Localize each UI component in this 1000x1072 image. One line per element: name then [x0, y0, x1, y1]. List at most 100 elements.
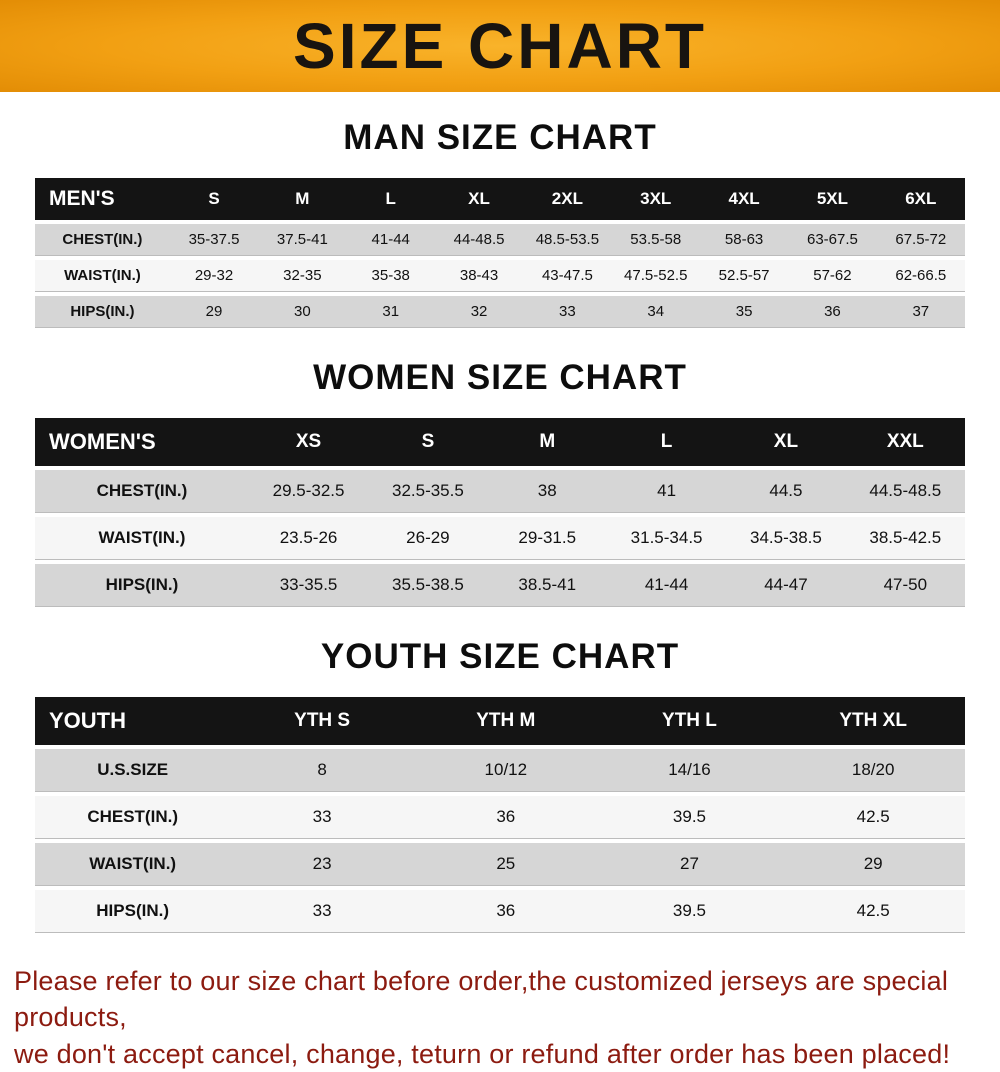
table-cell: 41-44: [606, 564, 727, 607]
row-label: HIPS(IN.): [35, 564, 249, 607]
table-row: HIPS(IN.) 33 36 39.5 42.5: [35, 890, 965, 933]
column-header: XXL: [845, 418, 965, 466]
table-row: HIPS(IN.) 33-35.5 35.5-38.5 38.5-41 41-44 44-…: [35, 564, 965, 607]
row-label: CHEST(IN.): [35, 796, 231, 839]
column-header: YTH M: [413, 697, 598, 745]
table-cell: 67.5-72: [876, 224, 965, 256]
table-cell: 31.5-34.5: [606, 517, 727, 560]
table-cell: 44.5-48.5: [845, 470, 965, 513]
table-cell: 58-63: [699, 224, 789, 256]
men-section-heading: MAN SIZE CHART: [343, 118, 657, 157]
table-cell: 34: [611, 296, 700, 328]
table-cell: 57-62: [788, 260, 877, 292]
table-cell: 33-35.5: [248, 564, 369, 607]
table-header-row: WOMEN'S XS S M L XL XXL: [35, 418, 965, 466]
table-cell: 42.5: [781, 796, 965, 839]
column-header: XL: [726, 418, 846, 466]
column-header: M: [487, 418, 607, 466]
table-cell: 10/12: [413, 749, 598, 792]
table-cell: 30: [258, 296, 347, 328]
table-header-row: MEN'S S M L XL 2XL 3XL 4XL 5XL 6XL: [35, 178, 965, 220]
table-cell: 38: [487, 470, 607, 513]
column-header: 2XL: [523, 178, 612, 220]
footer-line-2: we don't accept cancel, change, teturn o…: [14, 1038, 951, 1069]
table-cell: 29: [169, 296, 259, 328]
table-row: CHEST(IN.) 29.5-32.5 32.5-35.5 38 41 44.5 44.5…: [35, 470, 965, 513]
table-cell: 23.5-26: [248, 517, 369, 560]
column-header: L: [606, 418, 727, 466]
table-cell: 36: [788, 296, 877, 328]
table-cell: 53.5-58: [611, 224, 700, 256]
row-label: CHEST(IN.): [35, 224, 170, 256]
table-cell: 31: [346, 296, 435, 328]
column-header: 5XL: [788, 178, 877, 220]
table-cell: 23: [230, 843, 414, 886]
women-size-table: WOMEN'S XS S M L XL XXL CHEST(IN.) 29.5-32.5 32.5…: [35, 414, 965, 611]
table-cell: 38.5-41: [487, 564, 607, 607]
table-cell: 34.5-38.5: [726, 517, 846, 560]
women-section-heading: WOMEN SIZE CHART: [313, 358, 687, 397]
youth-section-heading: YOUTH SIZE CHART: [320, 637, 680, 676]
table-header-row: YOUTH YTH S YTH M YTH L YTH XL: [35, 697, 965, 745]
table-cell: 29-31.5: [487, 517, 607, 560]
table-cell: 14/16: [597, 749, 782, 792]
table-cell: 42.5: [781, 890, 965, 933]
youth-size-table: YOUTH YTH S YTH M YTH L YTH XL U.S.SIZE 8 10/12…: [35, 693, 965, 937]
row-label: HIPS(IN.): [35, 296, 170, 328]
row-label: HIPS(IN.): [35, 890, 231, 933]
table-row: CHEST(IN.) 33 36 39.5 42.5: [35, 796, 965, 839]
table-title-cell: WOMEN'S: [35, 418, 249, 466]
table-cell: 26-29: [368, 517, 488, 560]
column-header: YTH L: [597, 697, 782, 745]
table-cell: 32: [434, 296, 524, 328]
footer-line-1: Please refer to our size chart before or…: [14, 966, 949, 1033]
table-cell: 36: [413, 796, 598, 839]
column-header: S: [368, 418, 488, 466]
column-header: 3XL: [611, 178, 700, 220]
column-header: YTH S: [230, 697, 414, 745]
column-header: XL: [434, 178, 524, 220]
table-cell: 44-47: [726, 564, 846, 607]
row-label: U.S.SIZE: [35, 749, 231, 792]
table-cell: 62-66.5: [876, 260, 965, 292]
table-row: WAIST(IN.) 23.5-26 26-29 29-31.5 31.5-34.5 34…: [35, 517, 965, 560]
table-cell: 39.5: [597, 890, 782, 933]
table-cell: 35: [699, 296, 789, 328]
table-cell: 29-32: [169, 260, 259, 292]
table-row: WAIST(IN.) 23 25 27 29: [35, 843, 965, 886]
table-cell: 63-67.5: [788, 224, 877, 256]
table-cell: 48.5-53.5: [523, 224, 612, 256]
table-row: CHEST(IN.) 35-37.5 37.5-41 41-44 44-48.5 48.5…: [35, 224, 965, 256]
table-cell: 47.5-52.5: [611, 260, 700, 292]
table-cell: 33: [523, 296, 612, 328]
table-cell: 38-43: [434, 260, 524, 292]
table-cell: 32.5-35.5: [368, 470, 488, 513]
table-cell: 27: [597, 843, 782, 886]
row-label: CHEST(IN.): [35, 470, 249, 513]
men-size-table: MEN'S S M L XL 2XL 3XL 4XL 5XL 6XL CHEST(IN.) 35-37…: [35, 174, 965, 332]
table-cell: 25: [413, 843, 598, 886]
column-header: 6XL: [876, 178, 965, 220]
table-title-cell: MEN'S: [35, 178, 170, 220]
table-row: HIPS(IN.) 29 30 31 32 33 34 35 36 37: [35, 296, 965, 328]
table-cell: 35.5-38.5: [368, 564, 488, 607]
table-cell: 37.5-41: [258, 224, 347, 256]
table-cell: 18/20: [781, 749, 965, 792]
column-header: S: [169, 178, 259, 220]
table-cell: 44.5: [726, 470, 846, 513]
column-header: XS: [248, 418, 369, 466]
banner: SIZE CHART: [0, 0, 1000, 92]
column-header: 4XL: [699, 178, 789, 220]
column-header: M: [258, 178, 347, 220]
table-cell: 41-44: [346, 224, 435, 256]
row-label: WAIST(IN.): [35, 843, 231, 886]
table-cell: 39.5: [597, 796, 782, 839]
row-label: WAIST(IN.): [35, 260, 170, 292]
table-title-cell: YOUTH: [35, 697, 231, 745]
row-label: WAIST(IN.): [35, 517, 249, 560]
table-cell: 33: [230, 796, 414, 839]
table-cell: 33: [230, 890, 414, 933]
table-cell: 38.5-42.5: [845, 517, 965, 560]
banner-title: SIZE CHART: [293, 10, 707, 82]
footer-note: Please refer to our size chart before or…: [14, 963, 986, 1072]
